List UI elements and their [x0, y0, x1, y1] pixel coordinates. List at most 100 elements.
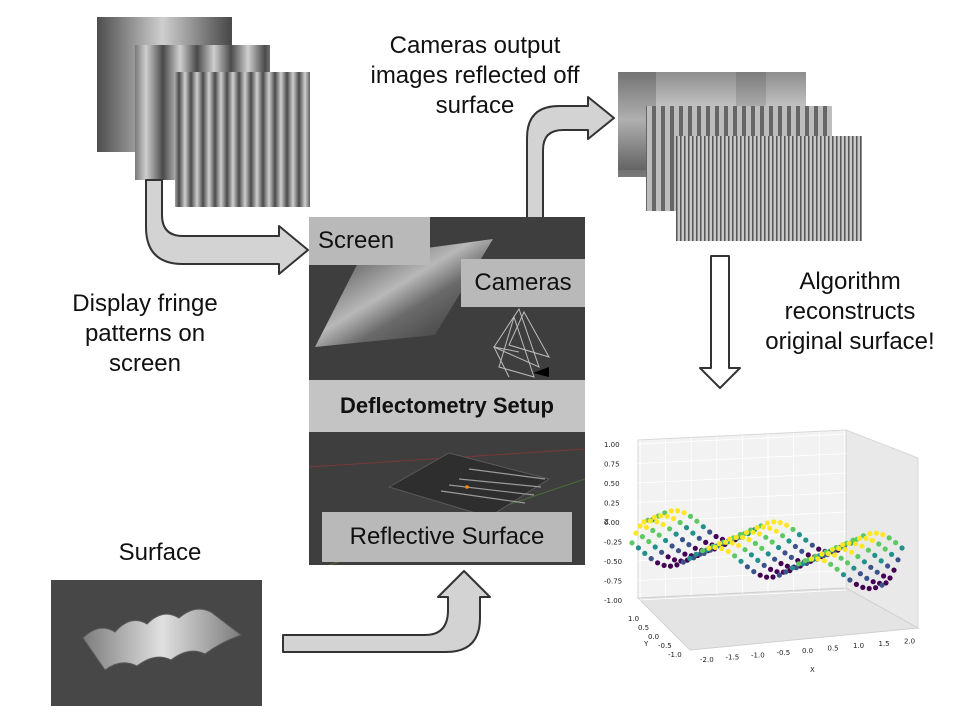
scatter-point [727, 536, 733, 542]
scatter-point [671, 557, 678, 563]
scatter-point [891, 567, 897, 573]
scatter-point [696, 535, 702, 541]
screen-tag: Screen [309, 217, 430, 265]
scatter-point [885, 563, 891, 569]
scatter-point [886, 535, 892, 541]
z-tick-label: 0.25 [604, 500, 620, 508]
scatter-point [782, 550, 788, 556]
scatter-point [844, 560, 851, 566]
scatter-point [769, 539, 775, 545]
scatter-point [732, 553, 738, 559]
scatter-point [796, 532, 802, 538]
scatter-point [889, 551, 895, 557]
surface-render [51, 580, 262, 706]
scatter-point [687, 513, 694, 519]
scatter-point [852, 541, 859, 547]
scatter-point [655, 560, 661, 566]
y-tick-label: 0.5 [638, 624, 649, 632]
scatter-point [819, 551, 825, 557]
z-axis-label: Z [604, 518, 609, 526]
scatter-point [838, 555, 844, 561]
camera-marker [533, 367, 549, 377]
scatter-point [815, 556, 821, 562]
projected-fringe-stack [97, 17, 310, 207]
scatter-point [654, 519, 660, 525]
scatter-point [873, 530, 879, 536]
scatter-point [656, 532, 662, 538]
scatter-point [635, 545, 641, 551]
scatter-point [652, 544, 658, 550]
reflected-image-stack [618, 72, 862, 241]
scatter-point [648, 556, 654, 562]
scatter-point [881, 573, 887, 579]
scatter-point [754, 525, 760, 531]
scatter-point [784, 563, 790, 569]
scatter-point [870, 579, 876, 585]
scatter-point [788, 554, 794, 560]
scatter-point [828, 561, 834, 567]
scatter-point [879, 582, 885, 588]
scatter-point [699, 548, 706, 554]
reflective-surface-tag: Reflective Surface [322, 512, 572, 562]
scatter-point [729, 540, 735, 546]
wavy-surface [82, 608, 243, 671]
scatter-point [773, 528, 779, 534]
scatter-point [821, 558, 827, 564]
scatter-point [675, 508, 681, 514]
scatter-point [799, 548, 805, 554]
scatter-point [716, 541, 722, 547]
scatter-point [856, 535, 863, 541]
scatter-point [694, 518, 700, 524]
z-tick-label: 1.00 [604, 441, 620, 449]
scatter-point [770, 574, 776, 580]
scatter-point [719, 545, 725, 552]
scatter-point [751, 569, 757, 575]
scatter-point [865, 547, 871, 553]
z-tick-label: -0.50 [604, 558, 622, 566]
x-tick-label: -2.0 [700, 656, 714, 664]
scatter-point [660, 521, 666, 528]
scatter-point [853, 581, 859, 587]
setup-title: Deflectometry Setup [309, 380, 585, 432]
scatter-point [755, 557, 761, 563]
scatter-point [681, 510, 687, 516]
scatter-point [671, 516, 677, 522]
scatter-point [679, 537, 686, 543]
scatter-point [665, 554, 671, 560]
cameras-output-caption: Cameras output images reflected off surf… [370, 32, 580, 119]
scatter-point [863, 535, 869, 541]
scatter-point [756, 531, 762, 537]
scatter-point [883, 580, 889, 586]
scatter-point [713, 533, 719, 540]
x-tick-label: -1.5 [726, 654, 740, 662]
scatter-point [893, 540, 899, 546]
x-tick-label: 2.0 [904, 638, 915, 646]
scatter-point [767, 525, 773, 531]
scatter-point [759, 545, 765, 551]
scatter-point [700, 524, 706, 530]
z-tick-label: -0.25 [604, 539, 622, 547]
x-axis-label: X [810, 666, 815, 674]
scatter-point [725, 548, 731, 555]
x-tick-label: -0.5 [777, 649, 791, 657]
scatter-point [809, 542, 815, 548]
z-tick-label: -1.00 [604, 597, 622, 605]
scatter-point [692, 545, 698, 551]
y-tick-label: -1.0 [668, 651, 682, 659]
scatter-point [836, 545, 842, 551]
x-tick-label: 0.0 [802, 647, 813, 655]
scatter-point [750, 529, 756, 535]
scatter-point [868, 564, 874, 570]
scatter-point [760, 524, 766, 530]
scatter-point [687, 555, 693, 561]
algorithm-caption: Algorithm reconstructs original surface! [765, 268, 935, 355]
scatter-point [650, 527, 656, 534]
scatter-point [742, 547, 748, 553]
y-axis-label: Y [643, 640, 649, 648]
z-tick-label: 0.50 [604, 480, 620, 488]
scatter-point [668, 508, 674, 514]
scatter-point [771, 519, 777, 525]
scatter-point [707, 529, 713, 535]
x-tick-label: 1.5 [879, 640, 890, 648]
scatter-point [629, 540, 635, 546]
